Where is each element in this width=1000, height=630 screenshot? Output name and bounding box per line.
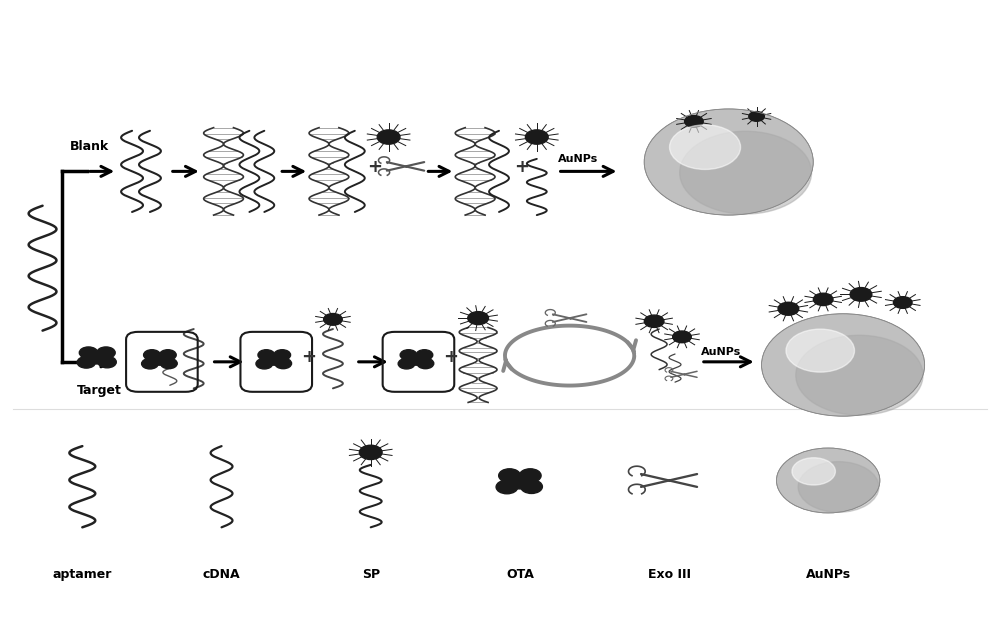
Text: +: +	[367, 158, 382, 176]
Circle shape	[749, 112, 764, 122]
Circle shape	[258, 350, 275, 360]
Circle shape	[850, 287, 872, 301]
Circle shape	[468, 312, 488, 324]
Text: OTA: OTA	[506, 568, 534, 581]
Circle shape	[521, 480, 542, 493]
Circle shape	[160, 350, 176, 360]
Circle shape	[813, 293, 833, 306]
Circle shape	[673, 331, 691, 343]
Circle shape	[142, 358, 158, 369]
Text: AuNPs: AuNPs	[806, 568, 851, 581]
Circle shape	[417, 358, 434, 369]
Circle shape	[256, 358, 273, 369]
Text: +: +	[514, 158, 529, 176]
Circle shape	[160, 358, 177, 369]
Text: Exo III: Exo III	[648, 568, 691, 581]
Circle shape	[792, 458, 835, 485]
Circle shape	[324, 314, 342, 325]
Circle shape	[670, 125, 741, 169]
Circle shape	[893, 297, 912, 308]
Circle shape	[359, 445, 382, 459]
Circle shape	[509, 475, 531, 489]
Text: AuNPs: AuNPs	[701, 348, 741, 357]
Circle shape	[398, 358, 415, 369]
Text: +: +	[443, 348, 458, 367]
Circle shape	[98, 357, 116, 368]
Circle shape	[408, 355, 425, 365]
Circle shape	[144, 350, 160, 360]
Circle shape	[152, 355, 168, 365]
Text: Blank: Blank	[69, 140, 109, 152]
Circle shape	[685, 115, 703, 127]
Circle shape	[796, 335, 923, 415]
Text: cDNA: cDNA	[203, 568, 240, 581]
Circle shape	[680, 131, 812, 214]
Circle shape	[786, 329, 854, 372]
Circle shape	[400, 350, 417, 360]
Text: Target: Target	[77, 384, 122, 397]
Circle shape	[274, 350, 291, 360]
Circle shape	[79, 347, 98, 358]
Circle shape	[525, 130, 548, 144]
Circle shape	[644, 109, 813, 215]
Circle shape	[275, 358, 292, 369]
Text: AuNPs: AuNPs	[558, 154, 598, 164]
Circle shape	[266, 355, 283, 365]
Circle shape	[778, 302, 799, 315]
Circle shape	[499, 469, 520, 483]
Circle shape	[762, 314, 925, 416]
Circle shape	[776, 448, 880, 513]
Circle shape	[798, 462, 879, 512]
Circle shape	[519, 469, 541, 483]
Text: SP: SP	[362, 568, 380, 581]
Circle shape	[88, 352, 106, 364]
Text: +: +	[302, 348, 317, 367]
Circle shape	[496, 480, 518, 494]
Circle shape	[416, 350, 433, 360]
Circle shape	[77, 357, 95, 368]
Circle shape	[377, 130, 400, 144]
Circle shape	[644, 315, 664, 328]
Circle shape	[97, 347, 115, 358]
Text: aptamer: aptamer	[53, 568, 112, 581]
